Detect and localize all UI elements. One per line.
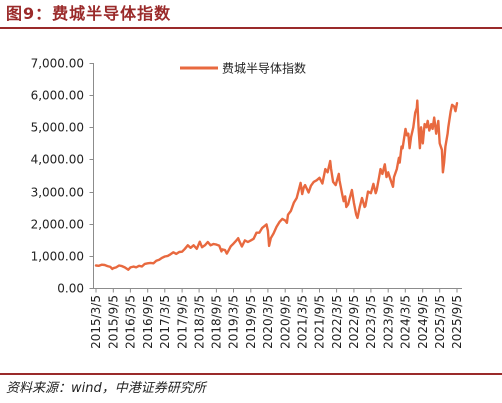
x-tick-label: 2021/3/5 <box>295 295 309 349</box>
x-tick-label: 2019/9/5 <box>244 295 258 349</box>
y-tick-label: 5,000.00 <box>31 121 84 135</box>
x-tick-label: 2019/3/5 <box>227 295 241 349</box>
x-tick-label: 2018/3/5 <box>192 295 206 349</box>
footer-divider <box>0 373 502 375</box>
x-tick-label: 2016/3/5 <box>124 295 138 349</box>
x-tick-label: 2015/9/5 <box>107 295 121 349</box>
y-axis: 0.00 1,000.00 2,000.00 3,000.00 4,000.00 5,00… <box>31 57 94 296</box>
x-tick-label: 2016/9/5 <box>141 295 155 349</box>
series-line <box>94 99 459 271</box>
y-tick-label: 3,000.00 <box>31 186 84 200</box>
y-tick-label: 2,000.00 <box>31 218 84 232</box>
y-tick-label: 7,000.00 <box>31 57 84 71</box>
y-tick-label: 1,000.00 <box>31 250 84 264</box>
figure-title: 图9：费城半导体指数 <box>6 4 172 23</box>
x-tick-label: 2017/9/5 <box>175 295 189 349</box>
legend: 费城半导体指数 <box>180 61 306 76</box>
source-note: 资料来源：wind，中港证券研究所 <box>6 381 206 396</box>
x-tick-label: 2020/3/5 <box>261 295 275 349</box>
legend-label: 费城半导体指数 <box>222 61 306 76</box>
x-tick-label: 2023/9/5 <box>381 295 395 349</box>
x-tick-label: 2022/3/5 <box>330 295 344 349</box>
y-tick-label: 6,000.00 <box>31 89 84 103</box>
x-tick-label: 2017/3/5 <box>158 295 172 349</box>
y-tick-label: 0.00 <box>57 282 84 296</box>
x-tick-label: 2022/9/5 <box>347 295 361 349</box>
x-axis: 2015/3/5 2015/9/5 2016/3/5 2016/9/5 2017/3/5… <box>89 288 464 349</box>
x-tick-label: 2024/9/5 <box>416 295 430 349</box>
x-tick-label: 2023/3/5 <box>364 295 378 349</box>
x-tick-label: 2024/3/5 <box>399 295 413 349</box>
x-tick-label: 2025/9/5 <box>450 295 464 349</box>
y-tick-label: 4,000.00 <box>31 153 84 167</box>
x-tick-label: 2021/9/5 <box>313 295 327 349</box>
title-divider <box>0 27 502 29</box>
x-tick-label: 2025/3/5 <box>433 295 447 349</box>
x-tick-label: 2015/3/5 <box>89 295 103 349</box>
x-tick-label: 2018/9/5 <box>210 295 224 349</box>
x-tick-label: 2020/9/5 <box>278 295 292 349</box>
